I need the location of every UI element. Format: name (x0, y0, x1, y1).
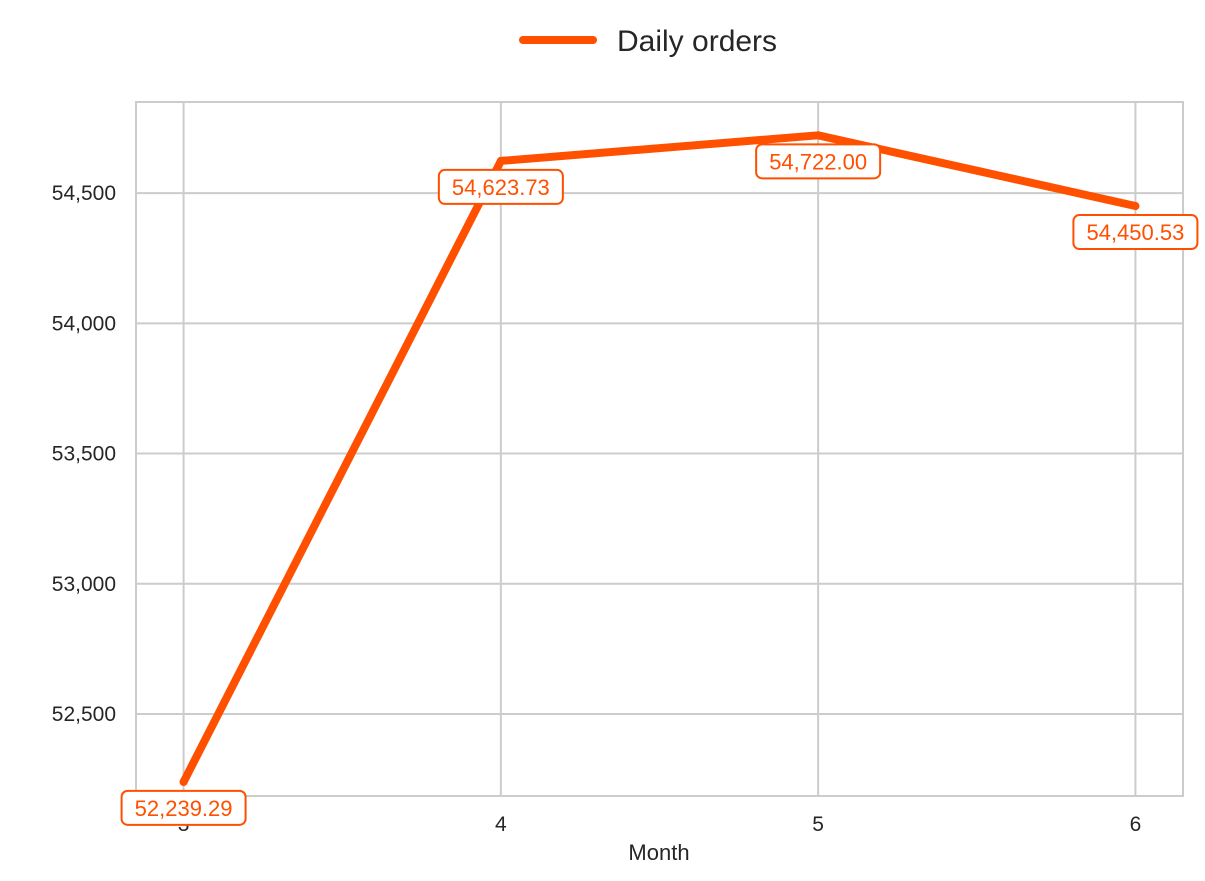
plot-frame (135, 101, 1184, 797)
x-axis-title: Month (628, 840, 689, 865)
series-line-daily-orders (179, 131, 1140, 786)
series-layer (179, 131, 1140, 786)
legend: Daily orders (519, 25, 777, 58)
x-tick-label: 5 (812, 813, 824, 836)
y-tick-label: 52,500 (52, 703, 116, 726)
legend-label-daily-orders: Daily orders (617, 25, 777, 58)
data-labels-layer: 52,239.29 54,623.73 54,722.00 54,450.53 (120, 143, 1199, 826)
plot-frame-border (135, 101, 1184, 797)
data-label-text: 54,623.73 (452, 175, 550, 200)
data-label-box (437, 168, 564, 205)
data-label-text: 54,722.00 (769, 149, 867, 174)
data-label: 54,722.00 (755, 143, 882, 180)
data-point (179, 777, 188, 786)
data-label-box (755, 143, 882, 180)
x-tick-label: 4 (495, 813, 507, 836)
data-label-box (1072, 214, 1199, 251)
data-label-box (120, 789, 247, 826)
data-label: 54,623.73 (437, 168, 564, 205)
y-tick-label: 53,500 (52, 443, 116, 466)
data-point (1131, 202, 1140, 211)
data-label: 52,239.29 (120, 789, 247, 826)
y-tick-label: 54,500 (52, 182, 116, 205)
data-label-text: 52,239.29 (135, 796, 233, 821)
grid (136, 102, 1183, 796)
data-point (496, 156, 505, 165)
data-label: 54,450.53 (1072, 214, 1199, 251)
y-axis-ticks: 52,500 53,000 53,500 54,000 54,500 (52, 182, 116, 726)
x-tick-label: 6 (1130, 813, 1142, 836)
y-tick-label: 54,000 (52, 312, 116, 335)
data-label-text: 54,450.53 (1086, 220, 1184, 245)
data-point (814, 131, 823, 140)
y-tick-label: 53,000 (52, 573, 116, 596)
